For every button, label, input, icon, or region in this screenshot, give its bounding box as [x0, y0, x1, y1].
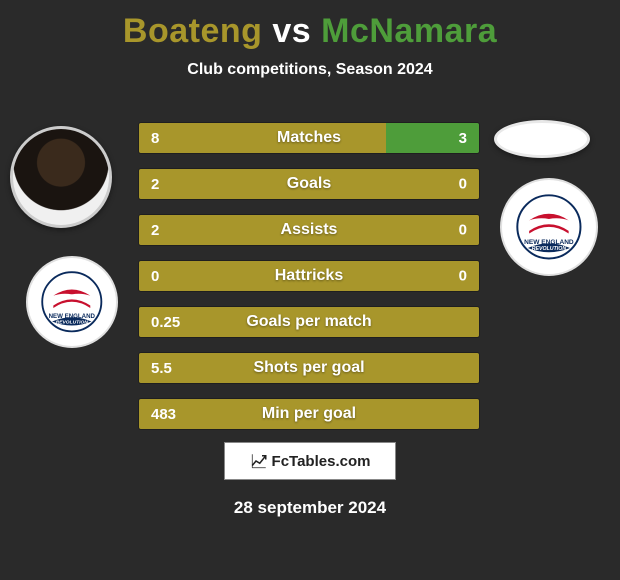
stat-bar-p1-seg: 5.5: [139, 353, 479, 383]
stat-bar-p1-seg: 483: [139, 399, 479, 429]
stat-p2-value: 3: [459, 130, 467, 147]
stat-bar-p1-seg: 2: [139, 215, 479, 245]
title-p1: Boateng: [123, 12, 263, 50]
player2-club-crest: NEW ENGLAND REVOLUTION: [500, 178, 598, 276]
title-vs: vs: [272, 12, 311, 50]
stat-p2-value: 0: [459, 268, 467, 285]
revolution-crest-icon: NEW ENGLAND REVOLUTION: [41, 271, 103, 333]
branding-text: FcTables.com: [272, 453, 371, 470]
stat-bar-p1-seg: 2: [139, 169, 479, 199]
revolution-crest-icon: NEW ENGLAND REVOLUTION: [516, 194, 582, 260]
stat-p1-value: 2: [151, 176, 159, 193]
stat-bar-row: 00Hattricks: [138, 260, 480, 292]
stat-p1-value: 0.25: [151, 314, 180, 331]
stat-p1-value: 2: [151, 222, 159, 239]
stat-p1-value: 5.5: [151, 360, 172, 377]
branding-badge: FcTables.com: [224, 442, 396, 480]
stat-bar-row: 20Goals: [138, 168, 480, 200]
stat-bar-p1-seg: 0.25: [139, 307, 479, 337]
chart-up-icon: [250, 452, 268, 470]
stat-bar-row: 83Matches: [138, 122, 480, 154]
subtitle: Club competitions, Season 2024: [0, 61, 620, 79]
stat-p2-value: 0: [459, 222, 467, 239]
player1-club-crest: NEW ENGLAND REVOLUTION: [26, 256, 118, 348]
stat-bar-row: 483Min per goal: [138, 398, 480, 430]
stat-bar-row: 20Assists: [138, 214, 480, 246]
stat-p1-value: 483: [151, 406, 176, 423]
svg-text:REVOLUTION: REVOLUTION: [56, 320, 89, 326]
stats-bars: 83Matches20Goals20Assists00Hattricks0.25…: [138, 122, 480, 444]
player2-photo: [494, 120, 590, 158]
stat-bar-p2-seg: 3: [386, 123, 479, 153]
stat-bar-row: 0.25Goals per match: [138, 306, 480, 338]
svg-text:REVOLUTION: REVOLUTION: [532, 246, 567, 252]
stat-bar-p1-seg: 8: [139, 123, 386, 153]
page-title: Boateng vs McNamara: [0, 0, 620, 51]
stat-p1-value: 8: [151, 130, 159, 147]
stat-p1-value: 0: [151, 268, 159, 285]
title-p2: McNamara: [321, 12, 497, 50]
stat-bar-row: 5.5Shots per goal: [138, 352, 480, 384]
date-stamp: 28 september 2024: [0, 498, 620, 518]
stat-p2-value: 0: [459, 176, 467, 193]
player1-photo: [10, 126, 112, 228]
stat-bar-p1-seg: 0: [139, 261, 479, 291]
